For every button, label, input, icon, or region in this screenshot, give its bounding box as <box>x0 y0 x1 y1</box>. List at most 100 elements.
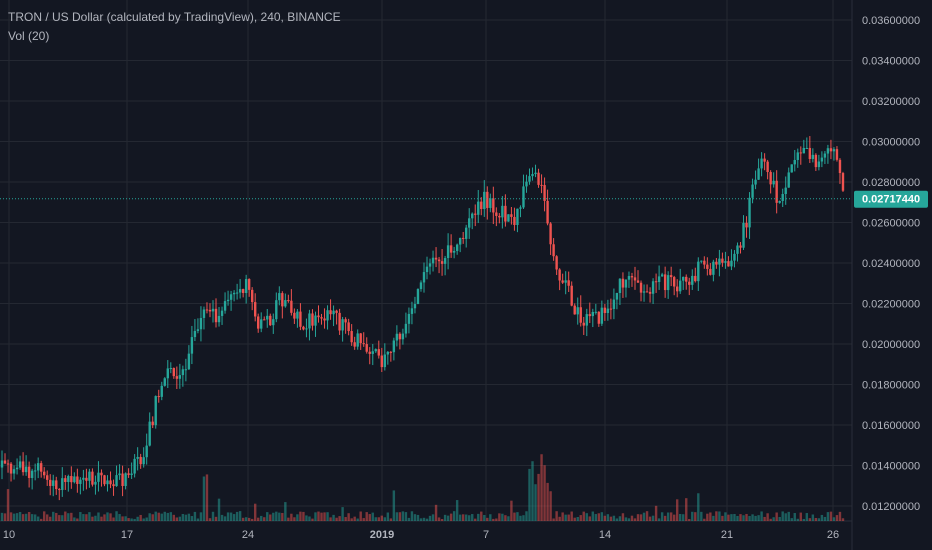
time-tick-label: 21 <box>721 529 733 541</box>
candle-body <box>254 302 257 317</box>
volume-bar <box>296 514 299 521</box>
volume-bar <box>365 512 368 521</box>
candle-body <box>676 286 679 292</box>
candle-body <box>299 311 302 327</box>
volume-bar <box>100 516 103 521</box>
candle-body <box>214 308 218 323</box>
volume-bar <box>796 518 799 521</box>
volume-bar <box>694 512 697 521</box>
candle-body <box>178 375 182 379</box>
candle-body <box>196 329 200 331</box>
candle-body <box>760 158 763 169</box>
volume-bar <box>537 473 540 521</box>
candle-body <box>85 477 88 481</box>
volume-bar <box>585 513 588 521</box>
volume-bar <box>808 518 812 521</box>
time-tick-label: 7 <box>483 529 489 541</box>
volume-bar <box>169 512 172 521</box>
volume-bar <box>106 512 109 521</box>
candle-body <box>374 349 377 352</box>
volume-bar <box>199 512 203 521</box>
candle-body <box>266 315 269 320</box>
candle-body <box>784 187 787 195</box>
candle-body <box>618 278 622 293</box>
volume-bar <box>636 514 640 521</box>
candle-body <box>362 343 365 345</box>
volume-bar <box>461 514 465 521</box>
candle-body <box>452 250 456 253</box>
volume-bar <box>452 511 456 521</box>
candle-body <box>410 308 414 314</box>
candle-body <box>817 161 821 168</box>
candle-body <box>766 161 769 173</box>
candle-body <box>377 349 380 356</box>
candle-body <box>404 323 408 334</box>
candle-body <box>820 157 824 162</box>
candle-body <box>260 319 263 329</box>
candle-body <box>275 300 278 320</box>
candle-body <box>660 274 664 277</box>
volume-bar <box>344 517 347 521</box>
candle-body <box>495 212 498 216</box>
volume-bar <box>715 511 718 521</box>
candle-body <box>657 276 661 282</box>
candle-body <box>685 276 688 282</box>
volume-bar <box>67 513 70 521</box>
volume-bar <box>187 513 191 521</box>
candle-body <box>519 207 522 209</box>
volume-bar <box>305 515 308 521</box>
volume-bar <box>567 514 570 521</box>
volume-bar <box>645 511 649 521</box>
candle-body <box>688 281 691 285</box>
candle-body <box>597 311 601 324</box>
price-tick-label: 0.01200000 <box>862 501 920 513</box>
volume-bar <box>676 499 679 521</box>
candle-body <box>621 278 625 288</box>
candle-body <box>235 292 239 294</box>
candle-body <box>832 149 836 152</box>
price-tick-label: 0.03000000 <box>862 137 920 149</box>
volume-bar <box>290 513 293 521</box>
candle-body <box>27 466 31 478</box>
candle-body <box>133 458 136 474</box>
volume-bar <box>124 516 127 521</box>
candle-body <box>241 289 245 293</box>
candle-body <box>434 257 438 260</box>
candle-body <box>609 308 613 310</box>
volume-bar <box>422 517 426 521</box>
candle-body <box>712 261 715 275</box>
price-axis[interactable]: 0.03600000 0.03400000 0.03200000 0.03000000… <box>862 15 920 513</box>
candle-body <box>706 264 709 269</box>
candle-body <box>413 304 417 309</box>
candle-body <box>350 331 353 343</box>
candle-body <box>121 473 124 487</box>
volume-bar <box>434 504 438 521</box>
candle-body <box>796 152 799 160</box>
volume-bar <box>703 518 706 521</box>
candle-body <box>507 214 510 222</box>
candle-body <box>33 470 37 472</box>
candle-body <box>58 489 61 491</box>
volume-bar <box>486 517 489 521</box>
volume-bar <box>597 513 601 521</box>
candle-body <box>431 257 435 264</box>
candle-body <box>829 148 833 152</box>
volume-bar <box>205 474 209 521</box>
candle-body <box>730 260 733 267</box>
volume-bar <box>817 518 821 521</box>
volume-bar <box>39 518 43 521</box>
volume-bar <box>606 514 610 521</box>
volume-bar <box>266 512 269 521</box>
volume-bar <box>793 513 796 521</box>
candle-body <box>6 463 10 465</box>
volume-bar <box>341 507 344 521</box>
time-axis[interactable]: 10 17 24 2019 7 14 21 26 <box>3 529 839 541</box>
candle-body <box>284 300 287 307</box>
volume-bar <box>742 515 745 521</box>
volume-bar <box>142 518 145 521</box>
candle-body <box>226 299 230 302</box>
volume-bar <box>383 517 387 521</box>
candle-body <box>603 307 607 313</box>
volume-bar <box>193 511 197 521</box>
